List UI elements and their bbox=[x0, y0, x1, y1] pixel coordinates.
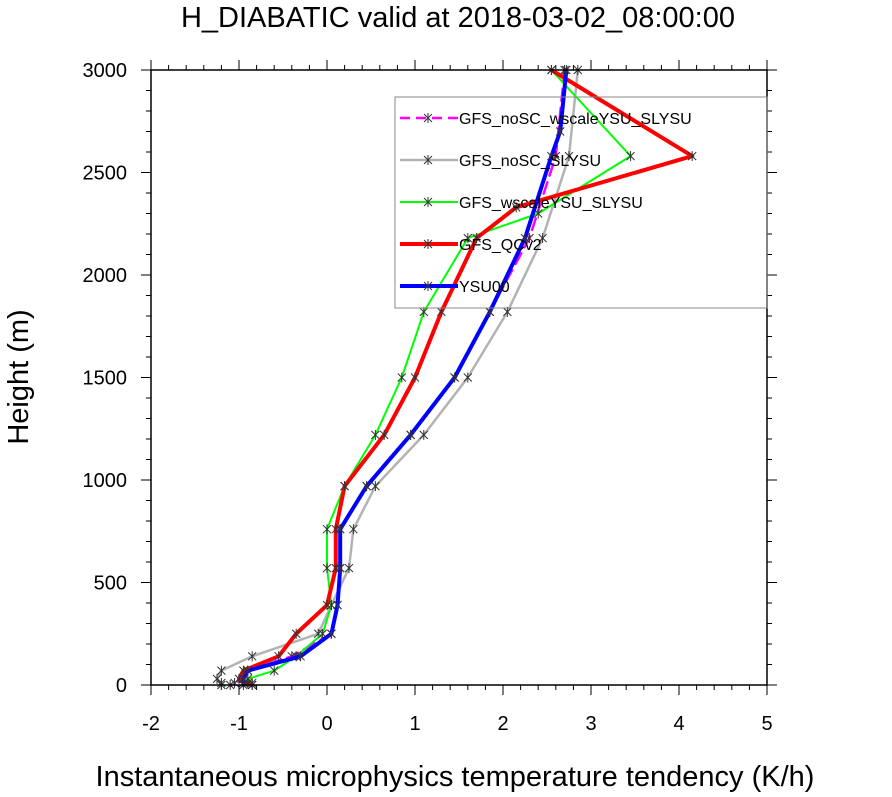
data-point-marker bbox=[547, 151, 556, 162]
data-point-marker bbox=[296, 651, 305, 662]
x-axis-label: Instantaneous microphysics temperature t… bbox=[96, 761, 815, 793]
x-tick-label: 4 bbox=[673, 713, 684, 735]
data-point-marker bbox=[335, 524, 345, 535]
data-point-marker bbox=[362, 481, 371, 492]
data-point-marker bbox=[564, 151, 574, 162]
data-point-marker bbox=[217, 665, 226, 676]
data-point-marker bbox=[333, 600, 342, 611]
data-point-marker bbox=[379, 429, 389, 440]
data-point-marker bbox=[406, 429, 415, 440]
series-line bbox=[215, 68, 580, 687]
y-tick-label: 1500 bbox=[83, 368, 128, 390]
data-point-marker bbox=[410, 372, 420, 383]
x-tick-label: 3 bbox=[585, 713, 596, 735]
data-point-marker bbox=[247, 651, 257, 662]
data-point-marker bbox=[344, 563, 354, 574]
y-tick-label: 2500 bbox=[83, 163, 128, 185]
data-point-marker bbox=[626, 151, 635, 162]
y-tick-label: 1000 bbox=[83, 470, 128, 492]
data-point-marker bbox=[437, 306, 446, 317]
y-tick-label: 500 bbox=[94, 573, 127, 595]
data-point-marker bbox=[555, 126, 565, 137]
data-point-marker bbox=[503, 306, 512, 317]
y-tick-label: 0 bbox=[116, 675, 127, 697]
data-point-marker bbox=[463, 372, 473, 383]
data-point-marker bbox=[349, 524, 358, 535]
x-tick-label: -1 bbox=[230, 713, 248, 735]
data-point-marker bbox=[274, 651, 283, 662]
series-layer bbox=[212, 65, 697, 690]
data-point-marker bbox=[327, 628, 336, 639]
data-point-marker bbox=[538, 233, 547, 244]
legend-label: GFS_QCv2 bbox=[459, 237, 542, 254]
series-gfs-nosc-slysu bbox=[212, 65, 583, 690]
data-point-marker bbox=[371, 481, 380, 492]
legend: GFS_noSC_wscaleYSU_SLYSU GFS_noSC_SLYSU GF… bbox=[394, 96, 768, 309]
data-point-marker bbox=[419, 429, 429, 440]
data-point-marker bbox=[485, 306, 495, 317]
legend-box bbox=[394, 96, 768, 309]
plot-frame bbox=[150, 69, 768, 686]
data-point-marker bbox=[472, 233, 481, 244]
data-point-marker bbox=[511, 202, 521, 213]
legend-item: GFS_noSC_wscaleYSU_SLYSU bbox=[400, 111, 692, 128]
data-point-marker bbox=[371, 429, 380, 440]
chart-title: H_DIABATIC valid at 2018-03-02_08:00:00 bbox=[181, 2, 735, 34]
x-tick-label: 0 bbox=[321, 713, 332, 735]
data-point-marker bbox=[291, 628, 301, 639]
y-tick-label: 2000 bbox=[83, 265, 128, 287]
data-point-marker bbox=[335, 563, 345, 574]
tick-labels: -2 -1 0 1 2 3 4 5 0 500 1000 1500 2000 2500 3000 bbox=[83, 60, 773, 735]
y-axis-label: Height (m) bbox=[3, 309, 35, 444]
y-tick-label: 3000 bbox=[83, 60, 128, 82]
x-tick-label: 1 bbox=[409, 713, 420, 735]
data-point-marker bbox=[450, 372, 459, 383]
x-tick-label: 2 bbox=[497, 713, 508, 735]
data-point-marker bbox=[212, 673, 222, 684]
legend-label: YSU00 bbox=[459, 279, 510, 296]
legend-label: GFS_noSC_wscaleYSU_SLYSU bbox=[459, 111, 692, 128]
legend-item: GFS_QCv2 bbox=[400, 237, 542, 254]
data-point-marker bbox=[397, 372, 407, 383]
x-tick-label: -2 bbox=[142, 713, 160, 735]
data-point-marker bbox=[687, 151, 697, 162]
data-point-marker bbox=[463, 233, 473, 244]
legend-label: GFS_noSC_SLYSU bbox=[459, 153, 601, 170]
legend-label: GFS_wscaleYSU_SLYSU bbox=[459, 195, 643, 212]
data-point-marker bbox=[322, 524, 332, 535]
data-point-marker bbox=[322, 563, 332, 574]
data-point-marker bbox=[243, 665, 253, 676]
series-gfs-qcv2 bbox=[234, 65, 697, 690]
data-point-marker bbox=[269, 665, 279, 676]
legend-item: YSU00 bbox=[400, 279, 510, 296]
legend-item: GFS_wscaleYSU_SLYSU bbox=[400, 195, 643, 212]
data-point-marker bbox=[322, 600, 332, 611]
axis-ticks bbox=[141, 60, 777, 695]
data-point-marker bbox=[520, 233, 530, 244]
data-point-marker bbox=[419, 306, 429, 317]
x-tick-label: 5 bbox=[761, 713, 772, 735]
data-point-marker bbox=[340, 481, 349, 492]
legend-item: GFS_noSC_SLYSU bbox=[400, 153, 601, 170]
